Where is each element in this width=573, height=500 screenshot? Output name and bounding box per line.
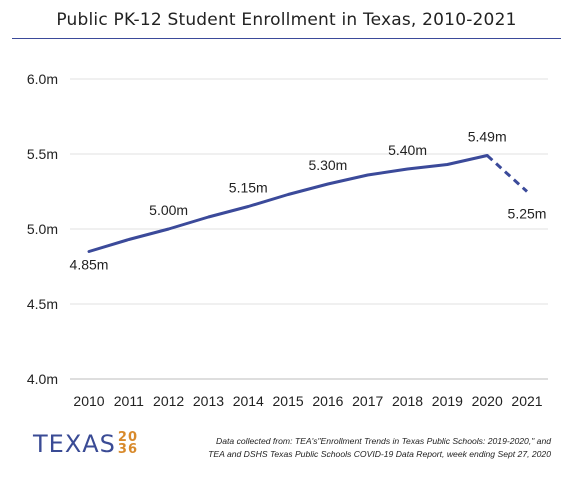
y-tick-label: 6.0m: [27, 71, 58, 87]
x-tick-label: 2018: [392, 393, 423, 409]
x-tick-label: 2011: [114, 393, 144, 409]
source-line-1: Data collected from: TEA's"Enrollment Tr…: [216, 436, 551, 446]
source-line-2: TEA and DSHS Texas Public Schools COVID-…: [208, 449, 551, 459]
x-tick-label: 2014: [233, 393, 264, 409]
y-tick-label: 5.5m: [27, 146, 58, 162]
x-tick-label: 2019: [432, 393, 463, 409]
x-tick-label: 2015: [273, 393, 304, 409]
source-note: Data collected from: TEA's"Enrollment Tr…: [131, 435, 551, 461]
y-tick-label: 4.0m: [27, 371, 58, 387]
logo-year-bottom: 36: [117, 442, 139, 457]
title-divider: [12, 38, 561, 39]
x-tick-label: 2021: [511, 393, 542, 409]
logo-year: 20 36: [117, 430, 139, 457]
chart-title: Public PK-12 Student Enrollment in Texas…: [56, 10, 517, 30]
enrollment-line: [87, 154, 489, 253]
x-tick-label: 2020: [472, 393, 503, 409]
x-tick-label: 2017: [352, 393, 383, 409]
data-label: 5.15m: [229, 180, 268, 196]
x-tick-label: 2016: [312, 393, 343, 409]
y-tick-label: 5.0m: [27, 221, 58, 237]
data-label: 5.49m: [468, 129, 507, 145]
x-tick-label: 2012: [153, 393, 184, 409]
x-tick-label: 2013: [193, 393, 224, 409]
logo-wordmark: TEXAS: [33, 430, 116, 458]
logo-year-top: 20: [117, 430, 139, 445]
y-tick-label: 4.5m: [27, 296, 58, 312]
data-label: 5.00m: [149, 202, 188, 218]
texas-2036-logo: TEXAS 20 36: [33, 430, 138, 458]
data-label: 4.85m: [70, 257, 109, 273]
data-label: 5.40m: [388, 142, 427, 158]
data-label: 5.25m: [508, 206, 547, 222]
projection-line: [486, 154, 529, 193]
data-label: 5.30m: [308, 157, 347, 173]
x-tick-label: 2010: [73, 393, 104, 409]
